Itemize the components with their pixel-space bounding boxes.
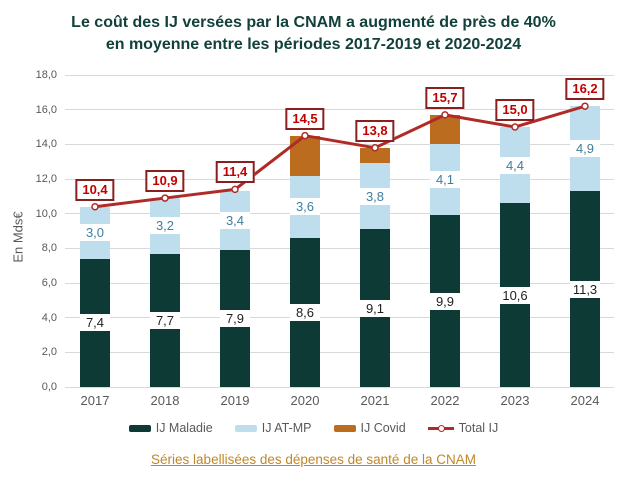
bar-value-label: 4,4 — [500, 156, 530, 174]
bar-value-label: 7,4 — [80, 314, 110, 332]
y-axis-tick: 16,0 — [35, 103, 57, 116]
legend-item-total-ij: Total IJ — [427, 421, 499, 435]
y-axis-tick: 6,0 — [41, 277, 57, 289]
total-value-label: 10,9 — [145, 170, 185, 193]
x-axis-label: 2017 — [80, 393, 110, 408]
legend-label: IJ Covid — [360, 421, 406, 435]
chart-title: Le coût des IJ versées par la CNAM a aug… — [0, 12, 627, 56]
total-value-label: 11,4 — [215, 161, 255, 184]
gridline — [65, 282, 614, 284]
x-axis-label: 2020 — [290, 393, 320, 408]
y-axis-tick: 8,0 — [41, 242, 57, 255]
y-axis-tick: 14,0 — [35, 138, 57, 151]
bar-value-label: 10,6 — [500, 286, 530, 304]
total-value-label: 16,2 — [565, 78, 605, 101]
bar-segment-ij-covid — [360, 147, 390, 164]
gridline — [65, 317, 614, 319]
x-axis-label: 2023 — [500, 393, 530, 408]
chart-title-line1: Le coût des IJ versées par la CNAM a aug… — [71, 14, 556, 31]
x-axis-label: 2024 — [570, 393, 600, 408]
legend-label: Total IJ — [458, 421, 499, 435]
bar-value-label: 3,6 — [290, 198, 320, 216]
legend: IJ Maladie IJ AT-MP IJ Covid Total IJ — [0, 421, 627, 435]
bar-segment-ij-covid — [430, 114, 460, 145]
gridline — [65, 351, 614, 353]
y-axis-tick: 4,0 — [41, 311, 57, 324]
y-axis-tick: 18,0 — [35, 69, 57, 81]
chart-title-line2: en moyenne entre les périodes 2017-2019 … — [105, 36, 522, 53]
bar-value-label: 3,4 — [220, 212, 250, 230]
legend-line-swatch-icon — [427, 424, 454, 433]
gridline — [65, 143, 614, 145]
legend-line-marker-icon — [437, 424, 445, 432]
gridline — [65, 247, 614, 249]
bar-value-label: 3,0 — [80, 224, 110, 242]
x-axis-label: 2018 — [150, 393, 180, 408]
total-value-label: 15,7 — [425, 86, 465, 109]
legend-swatch-icon — [128, 424, 151, 432]
bar-value-label: 7,9 — [220, 310, 250, 328]
bar-value-label: 9,9 — [430, 292, 460, 310]
x-axis-label: 2019 — [220, 393, 250, 408]
bar-segment-ij-covid — [290, 135, 320, 176]
gridline — [65, 213, 614, 215]
y-axis-tick: 2,0 — [41, 346, 57, 359]
legend-label: IJ Maladie — [155, 421, 213, 435]
legend-item-ij-at-mp: IJ AT-MP — [234, 421, 312, 435]
y-axis-tick: 0,0 — [41, 381, 57, 393]
bar-value-label: 3,2 — [150, 217, 180, 235]
bar-value-label: 8,6 — [290, 303, 320, 321]
x-axis-label: 2022 — [430, 393, 460, 408]
x-axis-label: 2021 — [360, 393, 390, 408]
legend-item-ij-covid: IJ Covid — [333, 421, 406, 435]
y-axis-tick: 10,0 — [35, 207, 57, 220]
source-link[interactable]: Séries labellisées des dépenses de santé… — [151, 452, 476, 467]
total-value-label: 14,5 — [285, 107, 325, 130]
bar-value-label: 7,7 — [150, 311, 180, 329]
bar-value-label: 9,1 — [360, 299, 390, 317]
legend-swatch-icon — [333, 424, 356, 432]
legend-item-ij-maladie: IJ Maladie — [128, 421, 213, 435]
total-value-label: 13,8 — [355, 119, 395, 142]
total-value-label: 10,4 — [75, 178, 115, 201]
bar-value-label: 3,8 — [360, 187, 390, 205]
gridline — [65, 386, 614, 388]
bar-value-label: 11,3 — [570, 280, 600, 298]
legend-label: IJ AT-MP — [261, 421, 312, 435]
legend-swatch-icon — [234, 424, 257, 432]
bar-value-label: 4,9 — [570, 140, 600, 158]
gridline — [65, 74, 614, 76]
footer: Séries labellisées des dépenses de santé… — [0, 452, 627, 467]
bar-value-label: 4,1 — [430, 171, 460, 189]
y-axis-tick: 12,0 — [35, 173, 57, 185]
total-value-label: 15,0 — [495, 99, 535, 121]
